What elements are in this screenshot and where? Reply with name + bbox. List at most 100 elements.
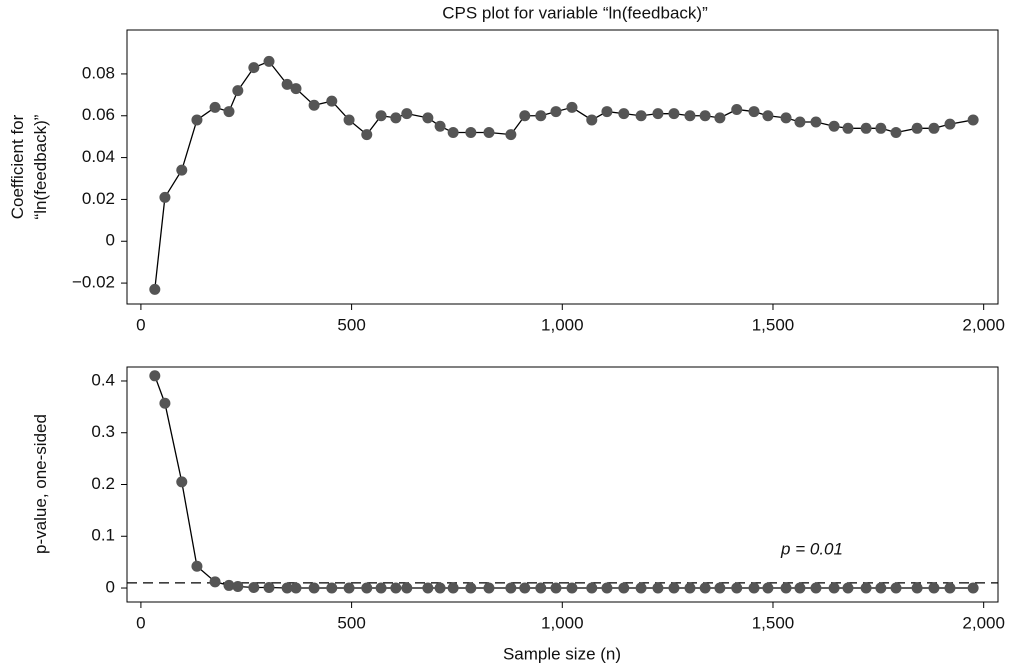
data-point [263, 55, 275, 67]
data-point [465, 582, 477, 594]
data-point [176, 164, 188, 176]
data-point [860, 582, 872, 594]
data-point [668, 582, 680, 594]
data-point [550, 582, 562, 594]
data-point [714, 582, 726, 594]
y-tick-label: 0 [106, 578, 115, 597]
data-point [875, 582, 887, 594]
data-point [209, 576, 221, 588]
data-point [223, 106, 235, 118]
data-point [343, 582, 355, 594]
reference-label: p = 0.01 [780, 539, 843, 558]
y-axis-label-line: “ln(feedback)” [31, 114, 50, 219]
data-point [326, 95, 338, 107]
data-point [159, 191, 171, 203]
data-point [281, 78, 293, 90]
data-point [586, 114, 598, 126]
x-tick-label: 1,500 [752, 315, 795, 334]
data-point [890, 582, 902, 594]
data-point [652, 582, 664, 594]
data-point [375, 582, 387, 594]
x-tick-label: 1,000 [541, 315, 584, 334]
data-point [434, 120, 446, 132]
y-tick-label: 0.3 [91, 422, 115, 441]
data-point [519, 582, 531, 594]
data-point [281, 582, 293, 594]
data-point [780, 112, 792, 124]
x-tick-label: 1,000 [541, 613, 584, 632]
data-point [232, 85, 244, 97]
data-point [748, 106, 760, 118]
data-point [361, 129, 373, 141]
data-point [535, 582, 547, 594]
data-point [434, 582, 446, 594]
data-point [401, 582, 413, 594]
y-tick-label: 0.2 [91, 474, 115, 493]
data-point [191, 114, 203, 126]
data-point [684, 582, 696, 594]
data-point [944, 582, 956, 594]
y-tick-label: 0.06 [82, 105, 115, 124]
data-point [447, 582, 459, 594]
data-point [483, 582, 495, 594]
data-point [390, 582, 402, 594]
data-point [810, 582, 822, 594]
data-point [361, 582, 373, 594]
data-point [566, 582, 578, 594]
data-point [967, 582, 979, 594]
data-point [535, 110, 547, 122]
data-point [967, 114, 979, 126]
y-tick-label: 0.4 [91, 370, 115, 389]
x-tick-label: 500 [337, 613, 365, 632]
series-line [154, 375, 974, 589]
x-tick-label: 0 [136, 613, 145, 632]
data-point [731, 582, 743, 594]
data-point [290, 83, 302, 95]
data-point [176, 476, 188, 488]
data-point [794, 582, 806, 594]
x-tick-label: 2,000 [962, 613, 1005, 632]
data-point [635, 110, 647, 122]
data-point [635, 582, 647, 594]
y-tick-label: 0.1 [91, 526, 115, 545]
data-point [890, 126, 902, 138]
data-point [401, 108, 413, 120]
data-point [483, 126, 495, 138]
data-point [343, 114, 355, 126]
data-point [652, 108, 664, 120]
data-point [223, 579, 235, 591]
data-point [842, 582, 854, 594]
data-point [191, 560, 203, 572]
data-point [714, 112, 726, 124]
data-point [860, 122, 872, 134]
series-line [154, 60, 974, 290]
data-point [505, 582, 517, 594]
data-point [668, 108, 680, 120]
x-tick-label: 2,000 [962, 315, 1005, 334]
chart-title: CPS plot for variable “ln(feedback)” [442, 3, 708, 22]
data-point [944, 118, 956, 130]
data-point [928, 582, 940, 594]
y-tick-label: 0.08 [82, 63, 115, 82]
x-axis-label: Sample size (n) [503, 644, 621, 663]
data-point [601, 582, 613, 594]
data-point [375, 110, 387, 122]
data-point [618, 108, 630, 120]
data-point [828, 582, 840, 594]
data-point [447, 126, 459, 138]
data-point [928, 122, 940, 134]
data-point [566, 101, 578, 113]
data-point [308, 99, 320, 111]
data-point [618, 582, 630, 594]
data-point [684, 110, 696, 122]
data-point [911, 122, 923, 134]
data-point [731, 103, 743, 115]
data-point [263, 582, 275, 594]
y-axis-label: Coefficient for “ln(feedback)” [8, 114, 50, 219]
data-point [290, 582, 302, 594]
data-point [326, 582, 338, 594]
data-point [762, 582, 774, 594]
x-tick-label: 0 [136, 315, 145, 334]
